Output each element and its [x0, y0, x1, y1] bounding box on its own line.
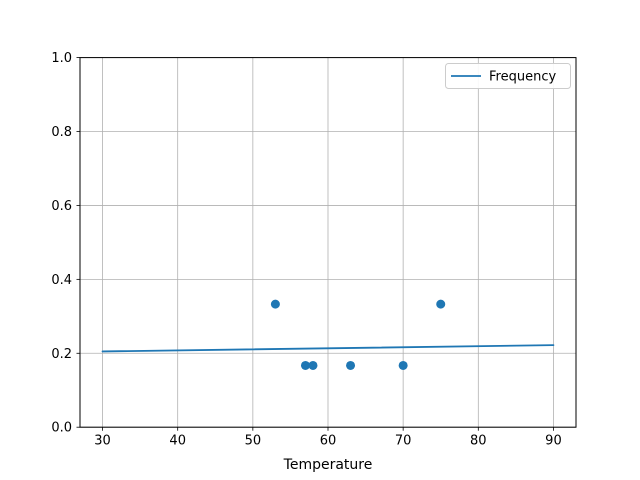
line-series: [101, 344, 555, 353]
x-axis-label: Temperature: [283, 457, 373, 473]
scatter-point: [398, 360, 408, 370]
x-tick-label: 40: [169, 434, 186, 449]
y-tick-label: 0.0: [51, 421, 72, 436]
x-tick-label: 80: [470, 434, 487, 449]
x-axis: 30 40 50 60 70 80 90: [94, 427, 562, 449]
legend-label: Frequency: [489, 70, 556, 85]
scatter-point: [308, 360, 318, 370]
y-tick-label: 1.0: [51, 51, 72, 66]
scatter-point: [300, 360, 310, 370]
x-tick-label: 60: [320, 434, 337, 449]
legend-box: [445, 63, 571, 89]
y-tick-label: 0.6: [51, 199, 72, 214]
x-tick-label: 90: [545, 434, 562, 449]
y-tick-label: 0.2: [51, 347, 72, 362]
scatter-series: [270, 299, 446, 370]
x-tick-label: 50: [245, 434, 262, 449]
scatter-point: [270, 299, 280, 309]
y-tick-label: 0.8: [51, 125, 72, 140]
x-tick-label: 70: [395, 434, 412, 449]
y-tick-label: 0.4: [51, 273, 72, 288]
y-axis: 0.0 0.2 0.4 0.6 0.8 1.0: [51, 51, 80, 436]
x-tick-label: 30: [94, 434, 111, 449]
legend: Frequency: [445, 63, 571, 89]
scatter-point: [346, 360, 356, 370]
scatter-point: [436, 299, 446, 309]
